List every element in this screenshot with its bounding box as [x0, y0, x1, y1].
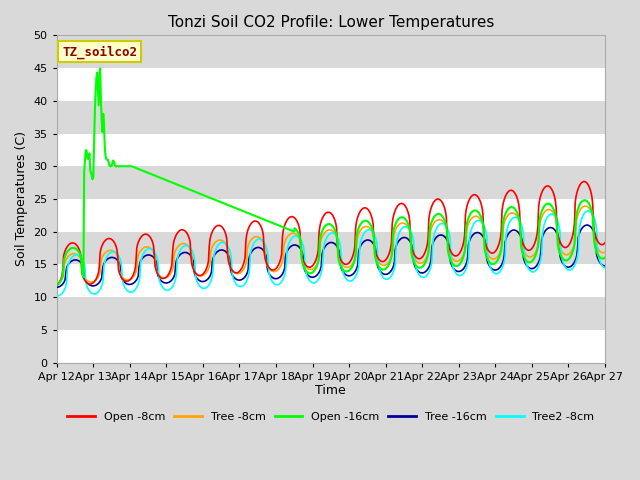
Text: TZ_soilco2: TZ_soilco2 — [62, 45, 137, 59]
Bar — [57, 166, 605, 199]
Bar — [57, 36, 605, 68]
Bar — [57, 199, 605, 232]
Bar — [57, 101, 605, 133]
X-axis label: Time: Time — [316, 384, 346, 397]
Bar — [57, 264, 605, 297]
Bar — [57, 330, 605, 362]
Bar — [57, 68, 605, 101]
Y-axis label: Soil Temperatures (C): Soil Temperatures (C) — [15, 132, 28, 266]
Bar — [57, 133, 605, 166]
Bar — [57, 232, 605, 264]
Title: Tonzi Soil CO2 Profile: Lower Temperatures: Tonzi Soil CO2 Profile: Lower Temperatur… — [168, 15, 494, 30]
Legend: Open -8cm, Tree -8cm, Open -16cm, Tree -16cm, Tree2 -8cm: Open -8cm, Tree -8cm, Open -16cm, Tree -… — [63, 408, 599, 426]
Bar — [57, 297, 605, 330]
